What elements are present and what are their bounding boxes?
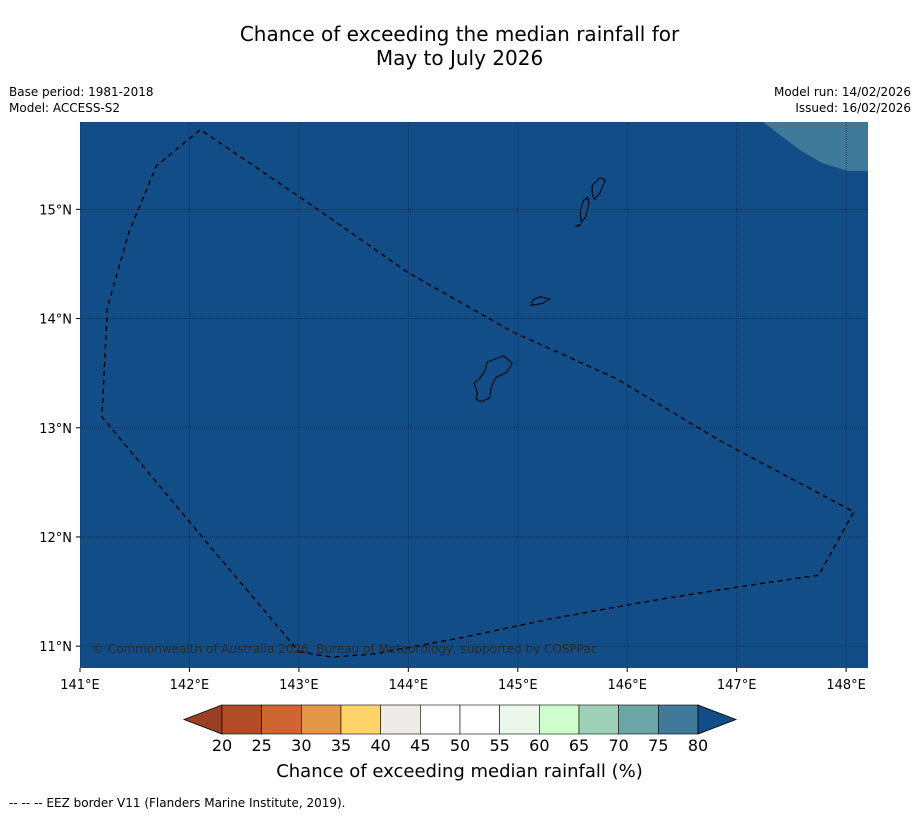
colorbar-label: Chance of exceeding median rainfall (%) xyxy=(276,761,643,782)
copyright-notice: © Commonwealth of Australia 2026, Bureau… xyxy=(92,642,597,656)
colorbar-segment xyxy=(499,704,540,735)
eez-source-note: -- -- -- EEZ border V11 (Flanders Marine… xyxy=(9,796,346,810)
colorbar-tick-labels: 20 25 30 35 40 45 50 55 60 65 70 75 80 xyxy=(212,736,708,755)
colorbar-tick: 70 xyxy=(608,736,628,755)
colorbar-tick: 30 xyxy=(291,736,311,755)
y-tick-label: 14°N xyxy=(39,313,72,328)
x-tick-label: 146°E xyxy=(607,678,647,693)
latitude-axis: 11°N 12°N 13°N 14°N 15°N xyxy=(39,203,80,655)
x-tick-label: 148°E xyxy=(826,678,866,693)
colorbar-tick: 80 xyxy=(688,736,708,755)
colorbar-segment xyxy=(221,704,262,735)
colorbar-segment xyxy=(380,704,421,735)
colorbar-segment xyxy=(340,704,381,735)
colorbar-tick: 60 xyxy=(529,736,549,755)
y-tick-label: 13°N xyxy=(39,422,72,437)
x-tick-label: 145°E xyxy=(498,678,538,693)
colorbar-tick: 35 xyxy=(331,736,351,755)
island-guam xyxy=(473,355,513,403)
x-tick-label: 141°E xyxy=(60,678,100,693)
colorbar-tick: 40 xyxy=(370,736,390,755)
y-tick-label: 11°N xyxy=(39,640,72,655)
base-period: Base period: 1981-2018 xyxy=(9,85,154,99)
island-tinian xyxy=(579,196,590,224)
colorbar-tick: 50 xyxy=(450,736,470,755)
colorbar-under-arrow xyxy=(182,704,223,735)
y-tick-label: 15°N xyxy=(39,203,72,218)
colorbar-tick: 75 xyxy=(648,736,668,755)
longitude-axis: 141°E 142°E 143°E 144°E 145°E 146°E 147°E 148°E xyxy=(60,668,866,693)
graticule xyxy=(80,122,868,668)
model-run: Model run: 14/02/2026 xyxy=(773,85,911,99)
x-tick-label: 143°E xyxy=(279,678,319,693)
colorbar-segment xyxy=(578,704,619,735)
issued-date: Issued: 16/02/2026 xyxy=(795,101,911,115)
probability-shading-75-80 xyxy=(763,122,868,171)
x-tick-label: 147°E xyxy=(717,678,757,693)
colorbar-tick: 55 xyxy=(489,736,509,755)
meta-right: Model run: 14/02/2026 Issued: 16/02/2026 xyxy=(774,84,911,116)
colorbar-tick: 25 xyxy=(251,736,271,755)
colorbar-segment xyxy=(658,704,699,735)
meta-left: Base period: 1981-2018 Model: ACCESS-S2 xyxy=(9,84,154,116)
eez-border xyxy=(101,128,855,658)
map-ocean xyxy=(80,122,868,668)
colorbar-segment xyxy=(539,704,580,735)
model-name: Model: ACCESS-S2 xyxy=(9,101,121,115)
colorbar-segment xyxy=(618,704,659,735)
colorbar-tick: 20 xyxy=(212,736,232,755)
colorbar-segment xyxy=(459,704,500,735)
colorbar xyxy=(182,704,738,735)
island-aguijan xyxy=(574,223,582,228)
colorbar-segment xyxy=(420,704,461,735)
colorbar-segment xyxy=(261,704,302,735)
islands xyxy=(473,177,606,403)
map-title: Chance of exceeding the median rainfall … xyxy=(0,22,919,70)
x-tick-label: 144°E xyxy=(389,678,429,693)
colorbar-over-arrow xyxy=(697,704,738,735)
colorbar-segment xyxy=(301,704,342,735)
y-tick-label: 12°N xyxy=(39,531,72,546)
island-saipan xyxy=(591,177,606,201)
island-rota xyxy=(530,296,551,307)
x-tick-label: 142°E xyxy=(170,678,210,693)
title-line-1: Chance of exceeding the median rainfall … xyxy=(239,22,680,46)
colorbar-tick: 45 xyxy=(410,736,430,755)
title-line-2: May to July 2026 xyxy=(375,46,544,70)
colorbar-tick: 65 xyxy=(569,736,589,755)
